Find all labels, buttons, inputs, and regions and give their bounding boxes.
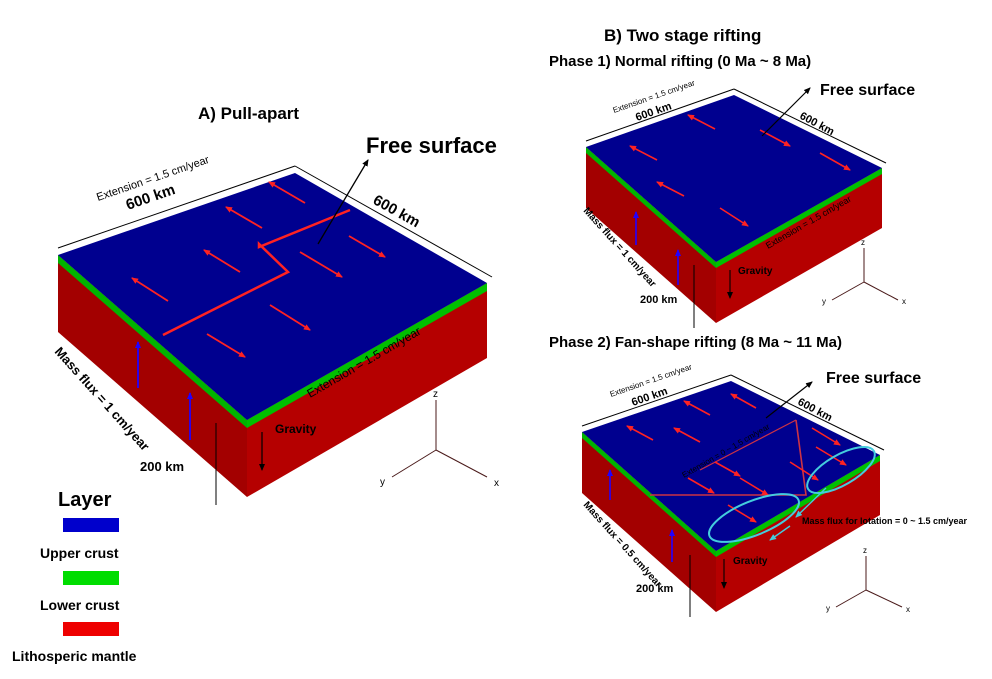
- phase2-title: Phase 2) Fan-shape rifting (8 Ma ~ 11 Ma…: [549, 334, 842, 351]
- legend-label-mantle: Lithosperic mantle: [12, 648, 137, 664]
- depth-dimension-line-a: [294, 165, 493, 278]
- legend-swatch-upper-crust: [63, 518, 119, 532]
- legend-title: Layer: [58, 489, 112, 511]
- panel-a-title: A) Pull-apart: [198, 104, 299, 123]
- free-surface-label-a: Free surface: [366, 133, 497, 158]
- depth-dimension-line-b1: [733, 88, 887, 164]
- block-b1-front-face: [586, 147, 716, 323]
- block-b1-lower-crust-front: [586, 147, 716, 268]
- axis-triad-b2: [835, 556, 903, 608]
- width-dimension-line-b2: [581, 374, 732, 427]
- extension-arrows-a: [131, 181, 386, 358]
- panel-b-phase1: Phase 1) Normal rifting (0 Ma ~ 8 Ma) Fr…: [549, 53, 915, 328]
- mass-flux-rotation-label-b2: Mass flux for lotation = 0 ~ 1.5 cm/year: [802, 516, 968, 526]
- gravity-label-b1: Gravity: [738, 266, 773, 277]
- rotation-pointer-right: [795, 487, 827, 518]
- axis-x-a: x: [494, 478, 499, 489]
- width-dimension-line-b1: [585, 88, 735, 142]
- block-b2-right-face: [716, 455, 880, 612]
- panel-b-title: B) Two stage rifting: [604, 26, 761, 45]
- extension-arrows-b2: [626, 393, 847, 523]
- block-b2-top-surface: [582, 381, 880, 551]
- free-surface-label-b1: Free surface: [820, 82, 915, 99]
- free-surface-pointer-a: [317, 159, 369, 245]
- layer-legend: Layer Upper crust Lower crust Lithosperi…: [12, 489, 137, 664]
- axis-y-a: y: [380, 477, 385, 488]
- axis-triad-a: [391, 400, 488, 478]
- rotation-zone-ellipse-left: [708, 493, 800, 543]
- block-a-right-face: [247, 283, 487, 497]
- gravity-label-b2: Gravity: [733, 556, 768, 567]
- rotation-zone-ellipse-right: [806, 445, 876, 495]
- axis-z-b2: z: [863, 546, 867, 555]
- legend-swatch-lower-crust: [63, 571, 119, 585]
- block-b1-lower-crust-right: [716, 168, 882, 268]
- legend-label-upper-crust: Upper crust: [40, 545, 119, 561]
- fan-rift-outline-b2: [650, 419, 807, 496]
- mass-flux-arrows-a: [135, 341, 193, 440]
- mass-flux-arrows-b1: [633, 211, 681, 285]
- mass-flux-arrows-b2: [607, 469, 675, 562]
- thickness-label-a: 200 km: [140, 459, 184, 474]
- width-dimension-line-a: [57, 165, 296, 249]
- block-a-front-face: [58, 255, 247, 497]
- phase1-title: Phase 1) Normal rifting (0 Ma ~ 8 Ma): [549, 53, 811, 70]
- panel-b-phase2: Phase 2) Fan-shape rifting (8 Ma ~ 11 Ma…: [549, 334, 968, 617]
- block-b2-front-face: [582, 432, 716, 612]
- free-surface-label-b2: Free surface: [826, 370, 921, 387]
- block-b1-right-face: [716, 168, 882, 323]
- thickness-label-b2: 200 km: [636, 583, 674, 595]
- axis-triad-b1: [831, 248, 899, 301]
- axis-y-b1: y: [822, 297, 826, 306]
- axis-x-b2: x: [906, 605, 910, 614]
- axis-y-b2: y: [826, 604, 830, 613]
- block-b2-lower-crust-front: [582, 432, 716, 557]
- block-a-top-surface: [58, 173, 487, 420]
- axis-z-a: z: [433, 389, 438, 400]
- rotation-pointer-left: [769, 525, 791, 541]
- axis-z-b1: z: [861, 238, 865, 247]
- axis-x-b1: x: [902, 297, 906, 306]
- depth-dimension-line-b2: [730, 374, 885, 451]
- block-b1-top-surface: [586, 95, 882, 262]
- block-a-lower-crust-right: [247, 283, 487, 428]
- legend-swatch-mantle: [63, 622, 119, 636]
- free-surface-pointer-b2: [765, 381, 813, 419]
- panel-a-pull-apart: A) Pull-apart Free surface Extension = 1…: [52, 104, 499, 505]
- rift-axis-a: [162, 208, 351, 337]
- gravity-label-a: Gravity: [275, 422, 317, 436]
- block-a-lower-crust-front: [58, 255, 247, 428]
- free-surface-pointer-b1: [761, 87, 811, 137]
- thickness-label-b1: 200 km: [640, 294, 678, 306]
- legend-label-lower-crust: Lower crust: [40, 597, 120, 613]
